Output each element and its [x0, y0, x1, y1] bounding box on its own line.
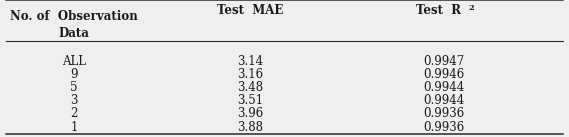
- Text: 0.9944: 0.9944: [423, 81, 464, 94]
- Text: 0.9936: 0.9936: [423, 121, 464, 134]
- Text: 3.14: 3.14: [237, 55, 263, 68]
- Text: 3.16: 3.16: [237, 68, 263, 81]
- Text: Test  MAE: Test MAE: [217, 4, 283, 17]
- Text: 3.88: 3.88: [237, 121, 263, 134]
- Text: 3.51: 3.51: [237, 94, 263, 107]
- Text: 2: 2: [71, 107, 77, 120]
- Text: No. of  Observation
Data: No. of Observation Data: [10, 10, 138, 40]
- Text: 3.48: 3.48: [237, 81, 263, 94]
- Text: ALL: ALL: [62, 55, 86, 68]
- Text: 2: 2: [468, 4, 474, 12]
- Text: 0.9946: 0.9946: [423, 68, 464, 81]
- Text: 0.9947: 0.9947: [423, 55, 464, 68]
- Text: 5: 5: [70, 81, 78, 94]
- Text: 3: 3: [70, 94, 78, 107]
- Text: 0.9936: 0.9936: [423, 107, 464, 120]
- Text: 9: 9: [70, 68, 78, 81]
- Text: 3.96: 3.96: [237, 107, 263, 120]
- Text: 1: 1: [71, 121, 77, 134]
- Text: Test  R: Test R: [415, 4, 461, 17]
- Text: 0.9944: 0.9944: [423, 94, 464, 107]
